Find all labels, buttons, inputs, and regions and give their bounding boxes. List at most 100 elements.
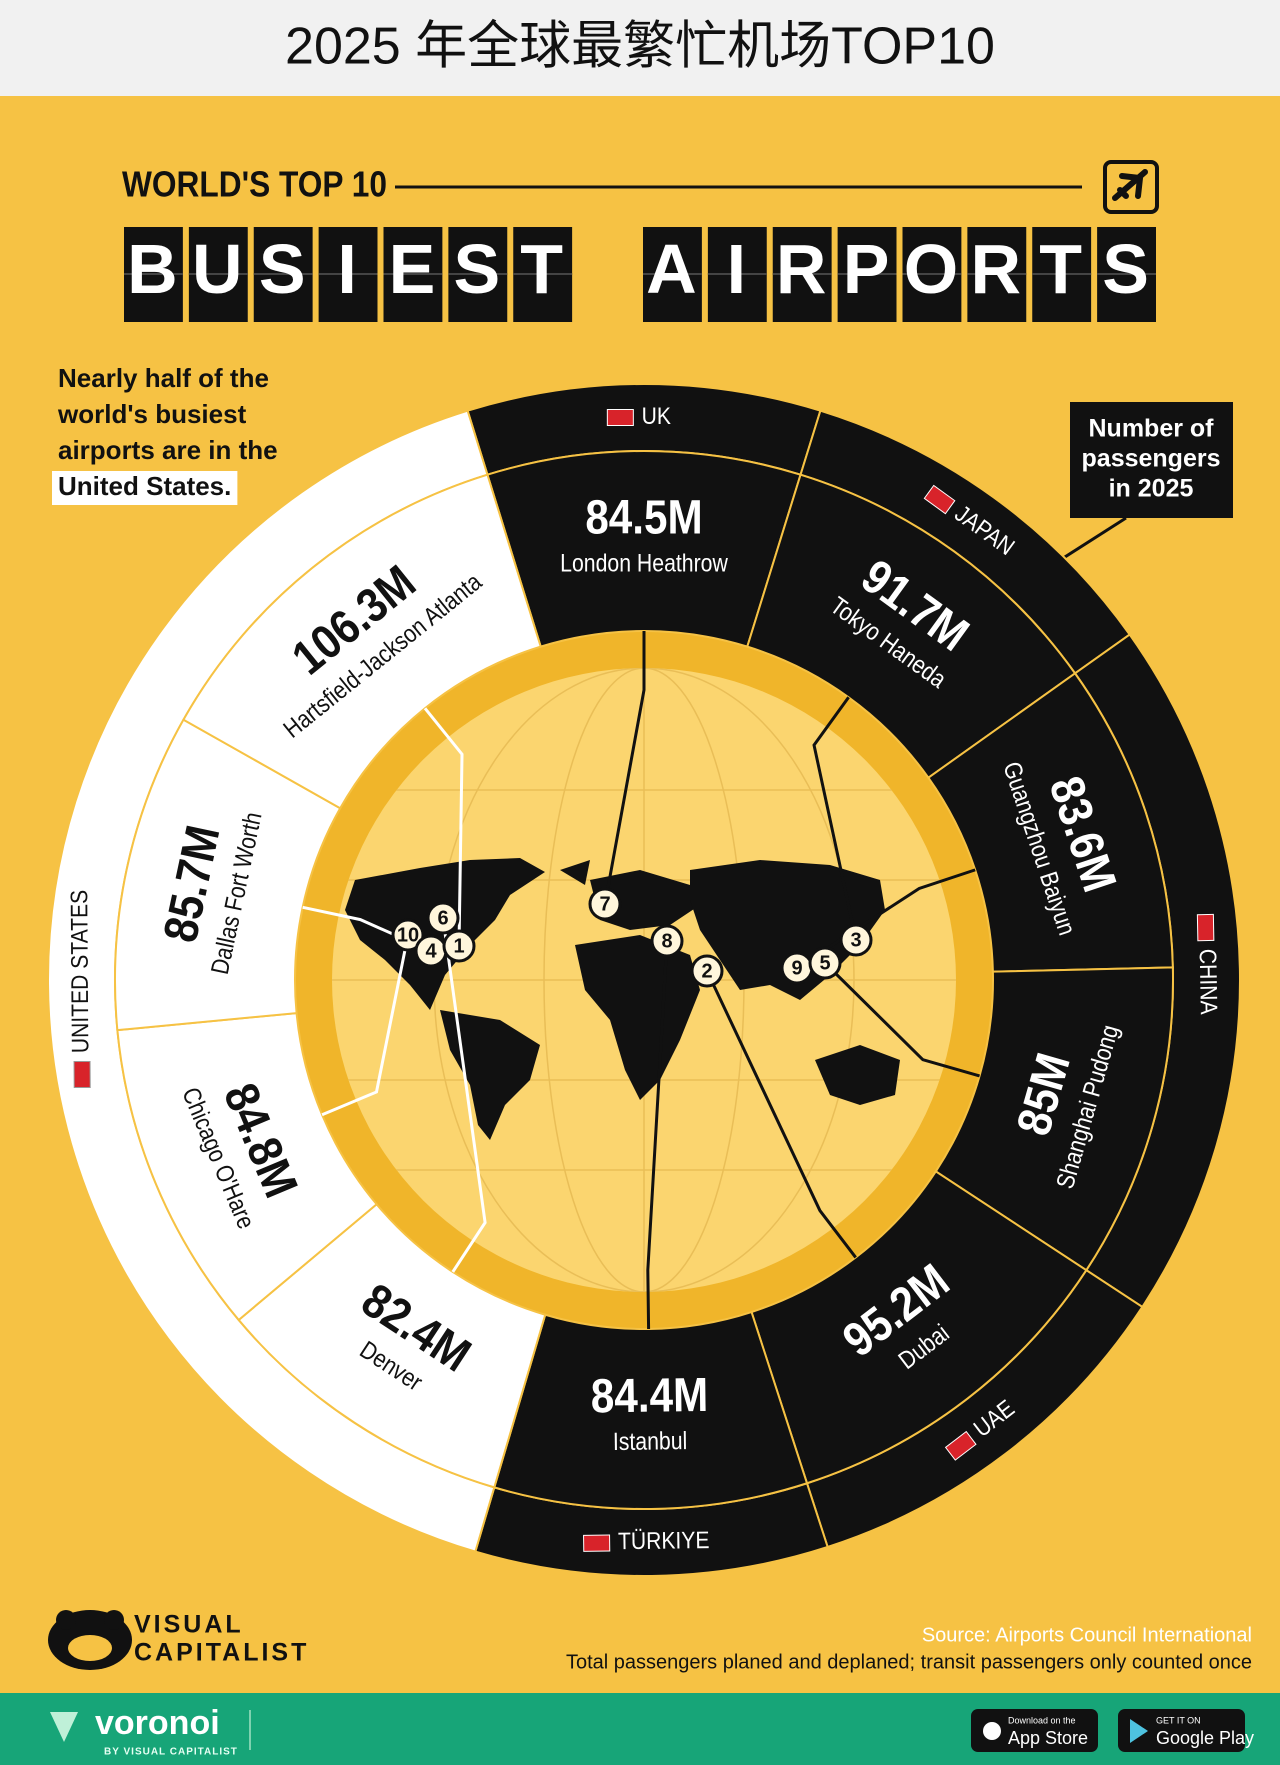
pin bbox=[808, 946, 842, 980]
flag bbox=[606, 409, 634, 426]
airport-pin: 4 bbox=[414, 934, 448, 968]
airport-pin: 5 bbox=[808, 946, 842, 980]
flag bbox=[944, 1430, 977, 1461]
pin bbox=[690, 954, 724, 988]
country-label: TÜRKIYE bbox=[583, 1527, 710, 1555]
segment-label: 84.4M Istanbul bbox=[590, 1367, 708, 1455]
value-label: 84.5M bbox=[585, 490, 702, 544]
annotation: Nearly half of the world's busiest airport… bbox=[52, 363, 278, 505]
flag bbox=[1196, 913, 1215, 942]
rank-label: 7 bbox=[599, 893, 610, 915]
kicker: WORLD'S TOP 10 bbox=[122, 165, 387, 205]
app-name[interactable]: voronoi bbox=[95, 1704, 220, 1742]
title-letter: B bbox=[127, 230, 178, 308]
app-icon bbox=[50, 1712, 78, 1742]
highlight-box bbox=[52, 471, 238, 505]
country-name: UK bbox=[642, 403, 671, 430]
note: Total passengers planed and deplaned; tr… bbox=[566, 1651, 1252, 1673]
pin bbox=[442, 929, 476, 963]
country-name: CHINA bbox=[1194, 949, 1222, 1016]
app-by: BY VISUAL CAPITALIST bbox=[104, 1747, 238, 1758]
title-letter: A bbox=[646, 230, 697, 308]
airport-pin: 8 bbox=[650, 924, 684, 958]
store-small: GET IT ON bbox=[1156, 1715, 1201, 1725]
page-title: 2025 年全球最繁忙机场TOP10 bbox=[285, 18, 995, 76]
connector bbox=[705, 970, 857, 1259]
title-tiles bbox=[124, 227, 1156, 322]
rank-label: 3 bbox=[850, 929, 861, 951]
country-label: UK bbox=[606, 403, 671, 430]
category-label: London Heathrow bbox=[560, 549, 728, 577]
segment-label: 84.5M London Heathrow bbox=[560, 490, 728, 577]
header-bar bbox=[0, 0, 1280, 96]
pin bbox=[650, 924, 684, 958]
source: Source: Airports Council International bbox=[922, 1624, 1252, 1646]
connector bbox=[796, 868, 976, 970]
category-label: Istanbul bbox=[613, 1426, 688, 1455]
pin bbox=[588, 887, 622, 921]
title-letter: S bbox=[453, 230, 500, 308]
title-letter: I bbox=[727, 230, 746, 308]
connector bbox=[321, 934, 410, 1117]
store-big: App Store bbox=[1008, 1728, 1088, 1748]
store-big: Google Play bbox=[1156, 1728, 1254, 1748]
title-letter: E bbox=[389, 230, 436, 308]
logo-line: CAPITALIST bbox=[134, 1639, 309, 1667]
rank-label: 5 bbox=[819, 952, 830, 974]
rank-label: 6 bbox=[437, 907, 448, 929]
connector bbox=[423, 707, 464, 947]
connectors bbox=[302, 631, 980, 1329]
airport-pin: 7 bbox=[588, 887, 622, 921]
rank-label: 8 bbox=[661, 930, 672, 952]
airport-pin: 1 bbox=[442, 929, 476, 963]
connector bbox=[646, 940, 669, 1329]
callout-line: in 2025 bbox=[1109, 475, 1194, 503]
annotation-line: world's busiest bbox=[57, 399, 247, 429]
annotation-highlight: United States. bbox=[58, 471, 231, 501]
title-letter: T bbox=[520, 230, 563, 308]
globe bbox=[295, 631, 993, 1329]
title-letter: R bbox=[776, 230, 827, 308]
logo-line: VISUAL bbox=[134, 1611, 244, 1639]
value-label: 84.4M bbox=[590, 1367, 708, 1423]
callout-line: passengers bbox=[1082, 445, 1221, 473]
title-letter: S bbox=[259, 230, 306, 308]
title-letter bbox=[597, 230, 616, 308]
connector bbox=[823, 961, 980, 1078]
rank-label: 9 bbox=[791, 957, 802, 979]
connector bbox=[812, 696, 858, 941]
connector bbox=[603, 631, 646, 905]
title-letter: O bbox=[904, 230, 958, 308]
pin bbox=[839, 923, 873, 957]
rank-label: 2 bbox=[701, 960, 712, 982]
annotation-line: airports are in the bbox=[58, 435, 278, 465]
country-label: CHINA bbox=[1194, 913, 1222, 1016]
annotation-line: Nearly half of the bbox=[58, 363, 269, 393]
store-button[interactable]: Download on the App Store bbox=[971, 1709, 1098, 1752]
airport-pin: 2 bbox=[690, 954, 724, 988]
airport-pin: 3 bbox=[839, 923, 873, 957]
rank-label: 10 bbox=[397, 924, 419, 946]
callout-line: Number of bbox=[1089, 415, 1215, 443]
title-letter: S bbox=[1102, 230, 1149, 308]
rank-label: 4 bbox=[425, 940, 437, 962]
logo-icon bbox=[48, 1610, 132, 1670]
country-name: TÜRKIYE bbox=[618, 1527, 710, 1555]
connector bbox=[441, 917, 487, 1273]
flag bbox=[583, 1534, 611, 1552]
title-letter: P bbox=[843, 230, 890, 308]
plane-icon bbox=[1103, 160, 1159, 214]
flag bbox=[73, 1060, 91, 1089]
segment bbox=[182, 473, 542, 810]
title-letter: U bbox=[192, 230, 243, 308]
title-letter: T bbox=[1039, 230, 1082, 308]
title-letter: R bbox=[971, 230, 1022, 308]
pin bbox=[391, 918, 425, 952]
country-name: UNITED STATES bbox=[66, 890, 94, 1054]
airport-pin: 9 bbox=[780, 951, 814, 985]
store-button[interactable]: GET IT ON Google Play bbox=[1118, 1709, 1254, 1752]
